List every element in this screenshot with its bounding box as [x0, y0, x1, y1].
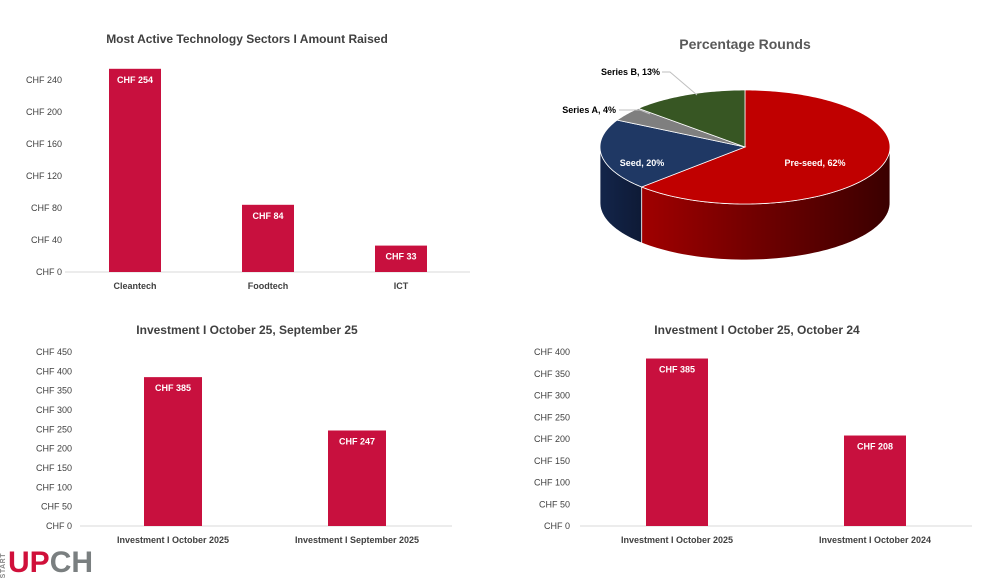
y-tick-label: CHF 0: [544, 521, 570, 531]
y-tick-label: CHF 450: [36, 347, 72, 357]
logo-up: UP: [8, 546, 50, 579]
y-tick-label: CHF 40: [31, 235, 62, 245]
logo-start: START: [0, 552, 7, 578]
y-tick-label: CHF 200: [36, 444, 72, 454]
y-tick-label: CHF 50: [41, 502, 72, 512]
category-label: Foodtech: [248, 281, 289, 291]
data-label: CHF 84: [252, 211, 283, 221]
pie-chart-rounds: Percentage Rounds Pre-seed, 62% Seed, 20% S…: [562, 36, 891, 261]
y-tick-label: CHF 250: [534, 412, 570, 422]
chart-title: Most Active Technology Sectors I Amount …: [106, 32, 388, 46]
y-tick-label: CHF 100: [36, 482, 72, 492]
category-label: Investment I October 2025: [621, 535, 733, 545]
y-tick-label: CHF 300: [534, 391, 570, 401]
bar-investment-i-october-2024: [844, 435, 906, 526]
y-tick-label: CHF 200: [534, 434, 570, 444]
y-tick-label: CHF 160: [26, 139, 62, 149]
data-label: CHF 247: [339, 436, 375, 446]
y-tick-label: CHF 400: [534, 347, 570, 357]
logo-ch: CH: [49, 546, 94, 579]
pie-data-label: Series B, 13%: [601, 67, 660, 77]
pie-slice-seed: [599, 119, 747, 188]
bar-chart-sectors: Most Active Technology Sectors I Amount …: [26, 32, 470, 291]
chart-title: Investment I October 25, October 24: [654, 323, 860, 337]
pie-data-label: Pre-seed, 62%: [784, 158, 845, 168]
y-tick-label: CHF 0: [36, 267, 62, 277]
leader-line: [619, 109, 651, 115]
chart-title: Percentage Rounds: [679, 36, 811, 52]
bar-ict: [375, 245, 427, 272]
y-tick-label: CHF 0: [46, 521, 72, 531]
y-tick-label: CHF 150: [534, 456, 570, 466]
y-tick-label: CHF 350: [36, 386, 72, 396]
data-label: CHF 385: [659, 365, 695, 375]
startup-ch-logo: START UP CH: [0, 546, 94, 579]
data-label: CHF 254: [117, 75, 153, 85]
bar-investment-i-october-2025: [144, 377, 202, 526]
pie-slice-series-b: [637, 89, 746, 148]
bar-chart-sep: Investment I October 25, September 25 CHF…: [36, 323, 452, 545]
leader-line: [662, 71, 698, 96]
y-tick-label: CHF 400: [36, 366, 72, 376]
pie-data-label: Series A, 4%: [562, 105, 616, 115]
bar-cleantech: [109, 68, 161, 272]
pie-data-label: Seed, 20%: [620, 158, 665, 168]
y-tick-label: CHF 120: [26, 171, 62, 181]
category-label: Investment I October 2024: [819, 535, 931, 545]
y-tick-label: CHF 200: [26, 107, 62, 117]
y-tick-label: CHF 50: [539, 499, 570, 509]
chart-title: Investment I October 25, September 25: [136, 323, 358, 337]
y-tick-label: CHF 80: [31, 203, 62, 213]
y-tick-label: CHF 250: [36, 424, 72, 434]
bar-investment-i-october-2025: [646, 358, 708, 526]
bar-chart-oct: Investment I October 25, October 24 CHF 0…: [534, 323, 972, 545]
category-label: Cleantech: [113, 281, 156, 291]
y-tick-label: CHF 240: [26, 75, 62, 85]
pie-slice-series-a: [616, 107, 746, 148]
category-label: ICT: [394, 281, 409, 291]
data-label: CHF 208: [857, 442, 893, 452]
category-label: Investment I October 2025: [117, 535, 229, 545]
data-label: CHF 385: [155, 383, 191, 393]
category-label: Investment I September 2025: [295, 535, 419, 545]
y-tick-label: CHF 300: [36, 405, 72, 415]
pie-slice-pre-seed: [640, 89, 891, 205]
y-tick-label: CHF 150: [36, 463, 72, 473]
bar-foodtech: [242, 204, 294, 272]
bar-investment-i-september-2025: [328, 430, 386, 526]
data-label: CHF 33: [385, 252, 416, 262]
y-tick-label: CHF 100: [534, 478, 570, 488]
y-tick-label: CHF 350: [534, 369, 570, 379]
